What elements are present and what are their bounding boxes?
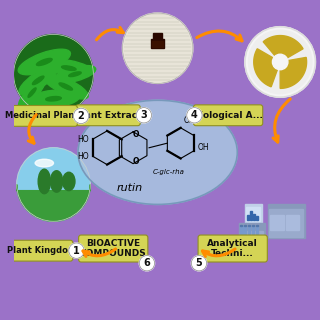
Polygon shape xyxy=(263,36,303,58)
Bar xyxy=(245,204,262,223)
Bar xyxy=(252,225,254,227)
Text: 1: 1 xyxy=(73,246,80,256)
Circle shape xyxy=(139,256,155,271)
Text: rutin: rutin xyxy=(117,183,143,193)
Ellipse shape xyxy=(43,74,88,99)
Text: Biological A...: Biological A... xyxy=(193,111,263,120)
Bar xyxy=(240,225,242,227)
Bar xyxy=(270,215,284,230)
Circle shape xyxy=(69,243,84,258)
Ellipse shape xyxy=(36,59,52,66)
Ellipse shape xyxy=(38,169,51,194)
Text: OH: OH xyxy=(198,143,209,152)
Ellipse shape xyxy=(18,49,70,75)
Bar xyxy=(252,226,254,234)
Ellipse shape xyxy=(61,66,76,70)
Bar xyxy=(253,214,255,220)
Text: Plant Kingdom: Plant Kingdom xyxy=(7,246,77,255)
Bar xyxy=(240,231,263,237)
Circle shape xyxy=(191,256,207,271)
Bar xyxy=(268,204,305,238)
Circle shape xyxy=(136,108,152,123)
Circle shape xyxy=(245,27,316,97)
Bar xyxy=(256,216,258,220)
FancyBboxPatch shape xyxy=(194,105,263,126)
Bar xyxy=(250,211,252,220)
Circle shape xyxy=(123,13,193,84)
Text: Medicinal Plants: Medicinal Plants xyxy=(5,111,84,120)
Ellipse shape xyxy=(32,76,44,84)
Text: C-glc-rha: C-glc-rha xyxy=(152,169,184,175)
Polygon shape xyxy=(17,185,90,221)
Ellipse shape xyxy=(19,77,46,108)
Ellipse shape xyxy=(54,66,96,83)
Circle shape xyxy=(73,108,89,124)
Circle shape xyxy=(187,108,202,123)
Bar xyxy=(240,226,243,234)
Ellipse shape xyxy=(45,60,93,77)
Text: Analytical
Techni...: Analytical Techni... xyxy=(207,239,258,258)
Bar xyxy=(239,223,265,238)
Ellipse shape xyxy=(46,97,61,101)
Text: 5: 5 xyxy=(196,258,202,268)
Bar xyxy=(244,226,246,234)
Bar xyxy=(248,226,251,234)
Bar xyxy=(246,207,260,221)
Text: OH: OH xyxy=(184,116,196,125)
Circle shape xyxy=(17,148,90,221)
Bar xyxy=(247,215,249,220)
Ellipse shape xyxy=(35,159,53,167)
Text: 6: 6 xyxy=(144,258,150,268)
Polygon shape xyxy=(280,57,307,88)
FancyBboxPatch shape xyxy=(79,235,148,262)
Text: HO: HO xyxy=(77,152,88,161)
Text: HO: HO xyxy=(77,135,88,144)
Text: Plant Extract: Plant Extract xyxy=(75,111,141,120)
Ellipse shape xyxy=(59,83,72,90)
Ellipse shape xyxy=(51,171,63,192)
Ellipse shape xyxy=(28,88,36,97)
Bar xyxy=(244,225,246,227)
Polygon shape xyxy=(152,41,163,47)
Text: BIOACTIVE
COMPOUNDS: BIOACTIVE COMPOUNDS xyxy=(80,239,147,258)
Ellipse shape xyxy=(63,172,75,191)
Bar xyxy=(286,215,300,230)
Bar xyxy=(256,225,258,227)
Text: 2: 2 xyxy=(78,111,84,121)
Bar xyxy=(256,226,259,234)
Text: O: O xyxy=(132,157,139,166)
Polygon shape xyxy=(254,49,277,87)
Circle shape xyxy=(14,35,93,114)
FancyBboxPatch shape xyxy=(198,235,267,262)
Ellipse shape xyxy=(28,90,79,108)
Bar xyxy=(248,225,250,227)
Text: O: O xyxy=(132,130,139,139)
Ellipse shape xyxy=(19,66,58,95)
Text: 4: 4 xyxy=(191,110,198,120)
Circle shape xyxy=(272,54,288,70)
FancyBboxPatch shape xyxy=(11,106,77,126)
Text: 3: 3 xyxy=(140,110,147,120)
FancyBboxPatch shape xyxy=(11,240,73,261)
Ellipse shape xyxy=(78,100,237,204)
FancyBboxPatch shape xyxy=(76,105,140,126)
Bar xyxy=(269,209,303,236)
Circle shape xyxy=(248,30,312,94)
Polygon shape xyxy=(151,33,164,48)
Ellipse shape xyxy=(69,72,81,76)
